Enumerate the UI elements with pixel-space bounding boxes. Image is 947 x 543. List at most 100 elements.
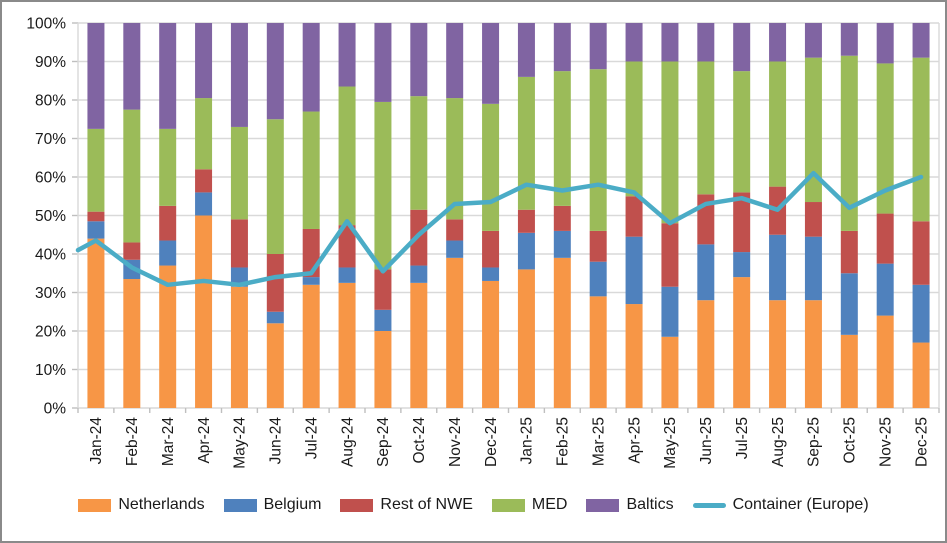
bar-segment-netherlands-jan-25[interactable] [517, 269, 535, 408]
bar-segment-belgium-dec-25[interactable] [912, 284, 930, 343]
bar-segment-netherlands-jun-24[interactable] [266, 323, 284, 408]
bar-segment-rest-of-nwe-may-25[interactable] [661, 223, 679, 287]
bar-segment-belgium-apr-24[interactable] [195, 192, 213, 216]
bar-segment-rest-of-nwe-mar-24[interactable] [159, 205, 177, 241]
bar-segment-med-aug-25[interactable] [769, 61, 787, 187]
bar-segment-baltics-dec-24[interactable] [482, 23, 500, 104]
legend-item-netherlands[interactable]: Netherlands [78, 496, 205, 514]
bar-segment-med-jul-24[interactable] [302, 111, 320, 229]
bar-segment-baltics-aug-25[interactable] [769, 23, 787, 62]
bar-segment-med-nov-25[interactable] [876, 63, 894, 214]
bar-segment-med-sep-24[interactable] [374, 101, 392, 270]
bar-segment-netherlands-sep-24[interactable] [374, 331, 392, 408]
bar-segment-baltics-apr-24[interactable] [195, 23, 213, 99]
bar-segment-baltics-mar-24[interactable] [159, 23, 177, 129]
bar-segment-netherlands-sep-25[interactable] [804, 300, 822, 408]
bar-segment-rest-of-nwe-feb-24[interactable] [123, 242, 141, 260]
bar-segment-netherlands-aug-24[interactable] [338, 282, 356, 408]
bar-segment-baltics-nov-25[interactable] [876, 23, 894, 64]
bar-segment-rest-of-nwe-jun-24[interactable] [266, 254, 284, 312]
bar-segment-baltics-aug-24[interactable] [338, 23, 356, 87]
bar-segment-belgium-jul-24[interactable] [302, 277, 320, 285]
bar-segment-med-dec-25[interactable] [912, 57, 930, 222]
bar-segment-belgium-jul-25[interactable] [733, 252, 751, 278]
legend-item-belgium[interactable]: Belgium [223, 496, 321, 514]
bar-segment-belgium-feb-25[interactable] [553, 230, 571, 258]
bar-segment-med-sep-25[interactable] [804, 57, 822, 203]
bar-segment-rest-of-nwe-dec-24[interactable] [482, 230, 500, 268]
bar-segment-rest-of-nwe-sep-25[interactable] [804, 202, 822, 237]
bar-segment-rest-of-nwe-jan-24[interactable] [87, 211, 105, 222]
bar-segment-netherlands-feb-24[interactable] [123, 279, 141, 408]
bar-segment-netherlands-jul-25[interactable] [733, 277, 751, 408]
bar-segment-netherlands-nov-25[interactable] [876, 315, 894, 408]
bar-segment-netherlands-dec-24[interactable] [482, 280, 500, 408]
bar-segment-netherlands-mar-25[interactable] [589, 296, 607, 408]
bar-segment-rest-of-nwe-apr-24[interactable] [195, 169, 213, 193]
bar-segment-rest-of-nwe-jan-25[interactable] [517, 209, 535, 233]
bar-segment-belgium-sep-24[interactable] [374, 309, 392, 331]
legend-item-container-europe-[interactable]: Container (Europe) [692, 496, 869, 514]
bar-segment-med-aug-24[interactable] [338, 86, 356, 226]
bar-segment-baltics-oct-25[interactable] [840, 23, 858, 56]
bar-segment-belgium-jun-25[interactable] [697, 244, 715, 301]
bar-segment-med-nov-24[interactable] [446, 98, 464, 220]
bar-segment-rest-of-nwe-oct-25[interactable] [840, 230, 858, 274]
bar-segment-med-feb-24[interactable] [123, 109, 141, 243]
bar-segment-baltics-may-25[interactable] [661, 23, 679, 62]
bar-segment-med-may-25[interactable] [661, 61, 679, 224]
bar-segment-netherlands-apr-24[interactable] [195, 215, 213, 409]
bar-segment-baltics-apr-25[interactable] [625, 23, 643, 62]
bar-segment-belgium-mar-24[interactable] [159, 240, 177, 266]
bar-segment-rest-of-nwe-aug-24[interactable] [338, 225, 356, 268]
bar-segment-baltics-feb-24[interactable] [123, 23, 141, 110]
bar-segment-baltics-mar-25[interactable] [589, 23, 607, 70]
container-europe-line[interactable] [75, 170, 924, 288]
bar-segment-belgium-nov-24[interactable] [446, 240, 464, 258]
bar-segment-belgium-sep-25[interactable] [804, 236, 822, 301]
bar-segment-belgium-nov-25[interactable] [876, 263, 894, 316]
legend-item-rest-of-nwe[interactable]: Rest of NWE [340, 496, 473, 514]
bar-segment-netherlands-mar-24[interactable] [159, 265, 177, 408]
bar-segment-med-jan-24[interactable] [87, 128, 105, 212]
bar-segment-belgium-apr-25[interactable] [625, 236, 643, 305]
bar-segment-netherlands-aug-25[interactable] [769, 300, 787, 408]
legend-item-med[interactable]: MED [491, 496, 567, 514]
bar-segment-baltics-jan-25[interactable] [517, 23, 535, 77]
bar-segment-belgium-aug-25[interactable] [769, 234, 787, 301]
bar-segment-belgium-oct-25[interactable] [840, 273, 858, 335]
bar-segment-rest-of-nwe-nov-24[interactable] [446, 219, 464, 241]
bar-segment-rest-of-nwe-nov-25[interactable] [876, 213, 894, 264]
bar-segment-netherlands-oct-24[interactable] [410, 282, 428, 408]
bar-segment-rest-of-nwe-mar-25[interactable] [589, 230, 607, 262]
bar-segment-netherlands-may-24[interactable] [230, 286, 248, 408]
bar-segment-baltics-may-24[interactable] [230, 23, 248, 127]
bar-segment-belgium-oct-24[interactable] [410, 265, 428, 283]
bar-segment-belgium-dec-24[interactable] [482, 267, 500, 281]
bar-segment-med-jun-25[interactable] [697, 61, 715, 195]
bar-segment-baltics-sep-25[interactable] [804, 23, 822, 58]
bar-segment-med-feb-25[interactable] [553, 71, 571, 206]
bar-segment-belgium-jan-24[interactable] [87, 221, 105, 239]
bar-segment-baltics-nov-24[interactable] [446, 23, 464, 99]
bar-segment-belgium-aug-24[interactable] [338, 267, 356, 283]
legend-item-baltics[interactable]: Baltics [586, 496, 674, 514]
bar-segment-med-apr-24[interactable] [195, 98, 213, 170]
bar-segment-baltics-oct-24[interactable] [410, 23, 428, 97]
bar-segment-belgium-mar-25[interactable] [589, 261, 607, 297]
bar-segment-netherlands-dec-25[interactable] [912, 342, 930, 408]
bar-segment-belgium-jan-25[interactable] [517, 232, 535, 270]
bar-segment-netherlands-oct-25[interactable] [840, 334, 858, 408]
bar-segment-netherlands-apr-25[interactable] [625, 304, 643, 408]
bar-segment-med-may-24[interactable] [230, 126, 248, 220]
bar-segment-netherlands-jul-24[interactable] [302, 284, 320, 408]
bar-segment-netherlands-jun-25[interactable] [697, 300, 715, 408]
bar-segment-baltics-jan-24[interactable] [87, 23, 105, 129]
bar-segment-rest-of-nwe-apr-25[interactable] [625, 196, 643, 237]
bar-segment-med-mar-25[interactable] [589, 69, 607, 231]
bar-segment-rest-of-nwe-dec-25[interactable] [912, 221, 930, 285]
bar-segment-netherlands-feb-25[interactable] [553, 257, 571, 408]
bar-segment-baltics-dec-25[interactable] [912, 23, 930, 58]
bar-segment-belgium-may-25[interactable] [661, 286, 679, 337]
bar-segment-med-jul-25[interactable] [733, 71, 751, 193]
